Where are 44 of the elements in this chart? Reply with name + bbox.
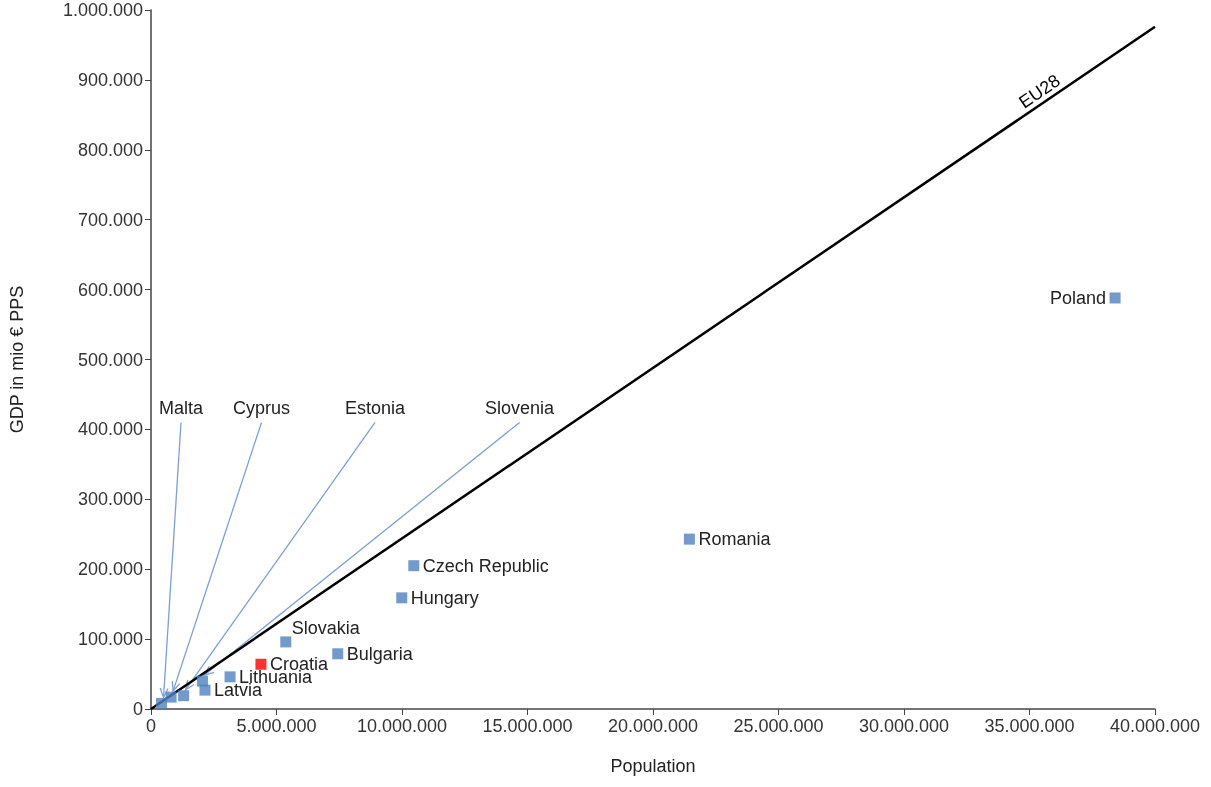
annotation: Hungary [410,587,479,608]
point [224,671,236,683]
y-tick-label: 500.000 [77,349,143,370]
annotation: Estonia [345,398,407,419]
x-axis-title: Population [610,756,696,776]
x-tick-label: 40.000.000 [1109,716,1201,736]
x-tick-label: 5.000.000 [236,716,317,736]
point [396,592,408,604]
y-axis-title: GDP in mio € PPS [7,285,27,434]
annotation: Poland [1050,287,1107,308]
y-tick-label: 1.000.000 [62,0,143,20]
point [156,697,168,709]
annotation: Slovenia [485,398,556,419]
point [1109,292,1121,304]
x-tick-label: 10.000.000 [356,716,448,736]
annotation: Slovakia [291,617,361,638]
annotation: Bulgaria [346,643,414,664]
y-tick-label: 900.000 [77,69,143,90]
y-tick-label: 100.000 [77,629,143,650]
x-tick-label: 25.000.000 [733,716,824,736]
y-tick-label: 600.000 [77,279,143,300]
x-tick-label: 0 [145,716,157,736]
annotation: Romania [698,529,772,550]
annotation: Czech Republic [422,555,549,576]
y-tick-label: 200.000 [77,559,143,580]
x-tick-label: 35.000.000 [984,716,1075,736]
point [683,533,695,545]
y-tick-label: 400.000 [77,419,143,440]
annotation: Cyprus [233,398,291,419]
x-tick-label: 15.000.000 [482,716,573,736]
point [255,658,267,670]
point [165,691,177,703]
y-tick-label: 0 [132,699,143,719]
y-tick-label: 800.000 [77,139,143,160]
point [199,684,211,696]
x-tick-label: 30.000.000 [858,716,950,736]
annotation: Malta [159,398,204,419]
point [280,636,292,648]
y-tick-label: 300.000 [77,489,143,510]
y-tick-label: 700.000 [77,209,143,230]
point [332,648,344,660]
point [408,560,420,572]
point [178,690,190,702]
x-tick-label: 20.000.000 [607,716,699,736]
